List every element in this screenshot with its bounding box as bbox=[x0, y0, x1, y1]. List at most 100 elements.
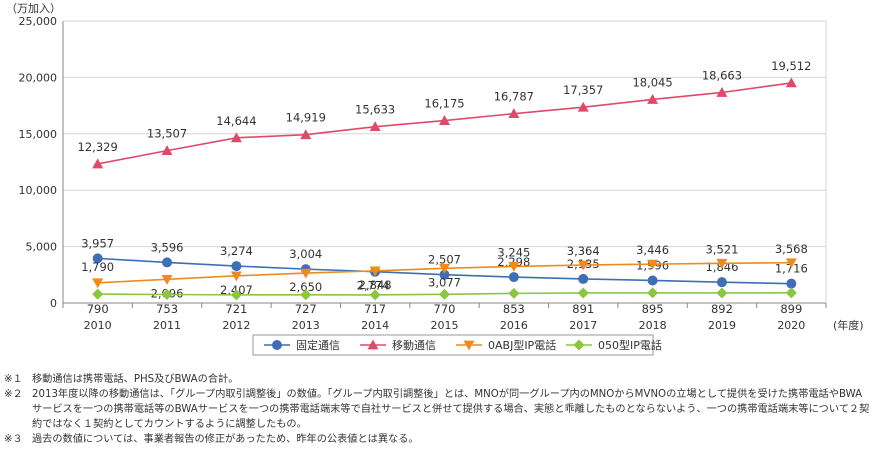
data-point bbox=[439, 263, 450, 274]
series-4: 790 753 721 727 717 770 853 891 895 892 899 bbox=[87, 287, 802, 316]
data-point bbox=[716, 86, 728, 97]
data-label: 3,596 bbox=[151, 240, 184, 254]
data-point bbox=[508, 272, 519, 283]
data-label: 2,774 bbox=[357, 279, 390, 293]
data-label: 19,512 bbox=[771, 59, 811, 73]
x-tick-label: 2015 bbox=[431, 319, 459, 332]
data-label: 3,957 bbox=[81, 236, 114, 250]
data-point bbox=[367, 339, 379, 350]
data-point bbox=[785, 287, 797, 299]
x-tick-label: 2012 bbox=[222, 319, 250, 332]
data-label: 3,446 bbox=[636, 243, 669, 257]
data-point bbox=[230, 289, 242, 301]
data-label: 2,507 bbox=[428, 253, 461, 267]
line-chart: （万加入） 0 5,000 10,000 15,000 20,000 25,000 201… bbox=[6, 2, 864, 356]
data-label: 3,004 bbox=[289, 247, 322, 261]
x-tick-label: 2018 bbox=[639, 319, 667, 332]
data-label: 899 bbox=[780, 302, 802, 316]
x-tick-label: 2017 bbox=[569, 319, 597, 332]
data-point bbox=[786, 278, 797, 289]
x-tick-label: 2013 bbox=[292, 319, 320, 332]
legend-item: 0ABJ型IP電話 bbox=[456, 338, 556, 352]
data-point bbox=[230, 271, 242, 282]
data-point bbox=[573, 339, 585, 351]
footnote-text: 2013年度以降の移動通信は、「グループ内取引調整後」の数値。「グループ内取引調… bbox=[32, 389, 870, 430]
data-point bbox=[92, 253, 103, 264]
data-point bbox=[508, 287, 520, 299]
footnote-1: ※１ 移動通信は携帯電話、PHS及びBWAの合計。 bbox=[4, 372, 870, 387]
data-label: 892 bbox=[711, 302, 733, 316]
data-label: 721 bbox=[225, 302, 247, 316]
data-point bbox=[439, 115, 450, 125]
data-point bbox=[92, 158, 104, 169]
data-point bbox=[716, 258, 728, 269]
data-label: 3,568 bbox=[775, 242, 808, 256]
y-tick-label: 10,000 bbox=[19, 184, 58, 197]
data-point bbox=[508, 108, 520, 119]
data-point bbox=[785, 258, 797, 269]
legend-item: 固定通信 bbox=[264, 338, 340, 352]
data-point bbox=[161, 289, 173, 301]
data-point bbox=[785, 77, 797, 88]
data-label: 727 bbox=[295, 302, 317, 316]
legend-item: 050型IP電話 bbox=[566, 338, 662, 352]
data-label: 15,633 bbox=[355, 103, 395, 117]
data-point bbox=[439, 269, 450, 280]
data-point bbox=[647, 287, 659, 299]
axes bbox=[62, 20, 827, 308]
legend-item: 移動通信 bbox=[360, 338, 436, 352]
y-tick-label: 25,000 bbox=[19, 15, 58, 28]
y-tick-label: 0 bbox=[50, 297, 57, 310]
data-point bbox=[231, 261, 242, 272]
legend-label: 移動通信 bbox=[392, 338, 436, 352]
footnote-mark: ※１ bbox=[4, 374, 23, 385]
data-label: 3,521 bbox=[705, 242, 738, 256]
legend-label: 0ABJ型IP電話 bbox=[488, 338, 556, 352]
data-label: 14,644 bbox=[216, 114, 256, 128]
data-point bbox=[647, 275, 658, 286]
series-group: 3,9573,5963,2743,0042,7742,5072,2982,135… bbox=[78, 59, 812, 316]
footnotes: ※１ 移動通信は携帯電話、PHS及びBWAの合計。 ※２ 2013年度以降の移動… bbox=[4, 372, 870, 447]
data-label: 16,175 bbox=[424, 97, 464, 111]
data-label: 3,077 bbox=[428, 275, 461, 289]
y-tick-label: 5,000 bbox=[26, 241, 58, 254]
data-point bbox=[369, 289, 381, 301]
data-point bbox=[161, 274, 173, 285]
legend-label: 050型IP電話 bbox=[598, 338, 662, 352]
x-tick-label: 2011 bbox=[153, 319, 181, 332]
data-point bbox=[300, 129, 312, 140]
y-tick-label: 15,000 bbox=[19, 128, 58, 141]
data-label: 2,650 bbox=[289, 280, 322, 294]
x-tick-label: 2016 bbox=[500, 319, 528, 332]
data-point bbox=[577, 101, 589, 112]
data-label: 3,245 bbox=[497, 245, 530, 259]
footnote-2: ※２ 2013年度以降の移動通信は、「グループ内取引調整後」の数値。「グループ内… bbox=[4, 387, 870, 432]
data-point bbox=[272, 340, 282, 350]
footnote-text: 過去の数値については、事業者報告の修正があったため、昨年の公表値とは異なる。 bbox=[32, 434, 419, 445]
data-point bbox=[463, 340, 475, 351]
footnote-text: 移動通信は携帯電話、PHS及びBWAの合計。 bbox=[32, 374, 239, 385]
data-label: 3,364 bbox=[567, 244, 600, 258]
data-point bbox=[577, 287, 589, 299]
footnote-3: ※３ 過去の数値については、事業者報告の修正があったため、昨年の公表値とは異なる… bbox=[4, 432, 870, 447]
series-2: 12,329 13,507 14,644 14,919 15,633 16,175 16,7… bbox=[78, 59, 811, 169]
y-unit-label: （万加入） bbox=[6, 2, 61, 15]
x-tick-label: 2010 bbox=[84, 319, 112, 332]
data-point bbox=[716, 287, 728, 299]
data-label: 853 bbox=[503, 302, 525, 316]
data-label: 14,919 bbox=[286, 111, 326, 125]
data-point bbox=[578, 273, 589, 284]
x-tick-label: 2014 bbox=[361, 319, 389, 332]
data-label: 717 bbox=[364, 302, 386, 316]
data-label: 18,045 bbox=[632, 75, 672, 89]
data-point bbox=[716, 277, 727, 288]
data-label: 753 bbox=[156, 302, 178, 316]
footnote-mark: ※３ bbox=[4, 434, 23, 445]
x-unit-label: (年度) bbox=[833, 318, 864, 332]
legend-box bbox=[252, 334, 654, 356]
y-tick-label: 20,000 bbox=[19, 71, 58, 84]
data-label: 2,848 bbox=[359, 278, 392, 292]
x-tick-labels: 2010 2011 2012 2013 2014 2015 2016 2017 2018 2019… bbox=[84, 319, 806, 332]
data-point bbox=[162, 257, 173, 268]
data-label: 895 bbox=[642, 302, 664, 316]
